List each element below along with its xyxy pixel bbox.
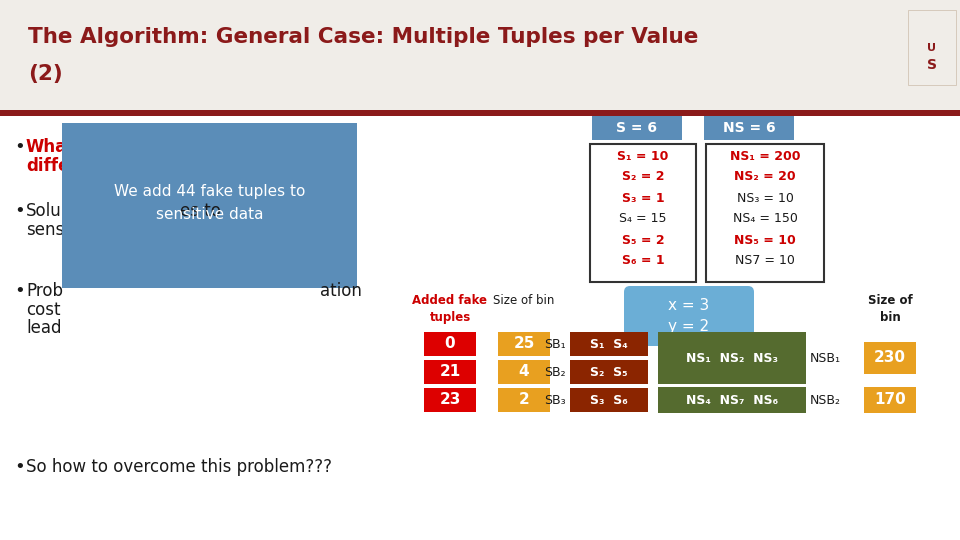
Text: The Algorithm: General Case: Multiple Tuples per Value: The Algorithm: General Case: Multiple Tu…	[28, 27, 698, 47]
Text: cost: cost	[26, 301, 60, 319]
Text: 23: 23	[440, 393, 461, 408]
Text: Added fake
tuples: Added fake tuples	[413, 294, 488, 324]
Text: 0: 0	[444, 336, 455, 352]
Text: NS₁  NS₂  NS₃: NS₁ NS₂ NS₃	[686, 352, 778, 365]
Text: Size of bin: Size of bin	[493, 294, 555, 307]
Text: S₅ = 2: S₅ = 2	[622, 233, 664, 246]
Bar	[0, 116, 960, 540]
Text: S = 6: S = 6	[616, 121, 658, 135]
Text: 230: 230	[874, 350, 906, 366]
Text: SB₂: SB₂	[544, 366, 566, 379]
Text: •: •	[14, 458, 25, 476]
Text: S: S	[927, 58, 937, 72]
Text: S₁  S₄: S₁ S₄	[590, 338, 628, 350]
Text: NSB₂: NSB₂	[810, 394, 841, 407]
Text: 4: 4	[518, 364, 529, 380]
Text: NS = 6: NS = 6	[723, 121, 776, 135]
Text: Size of
bin: Size of bin	[868, 294, 912, 324]
Text: x = 3
y = 2: x = 3 y = 2	[668, 298, 709, 334]
Bar	[570, 360, 648, 384]
Bar	[424, 388, 476, 412]
Text: 21: 21	[440, 364, 461, 380]
Bar	[424, 332, 476, 356]
Text: will happen if all values have a: will happen if all values have a	[72, 138, 333, 156]
Text: NS₁ = 200: NS₁ = 200	[730, 150, 801, 163]
Text: So how to overcome this problem???: So how to overcome this problem???	[26, 458, 332, 476]
FancyBboxPatch shape	[624, 286, 754, 346]
Text: lead: lead	[26, 319, 61, 337]
Text: S₄ = 15: S₄ = 15	[619, 213, 667, 226]
Text: S₂  S₅: S₂ S₅	[590, 366, 628, 379]
Text: NS₄ = 150: NS₄ = 150	[732, 213, 798, 226]
Bar	[498, 360, 550, 384]
Text: S₁ = 10: S₁ = 10	[617, 150, 669, 163]
Text: SB₃: SB₃	[544, 394, 566, 407]
Text: ation: ation	[320, 282, 362, 300]
Text: NS7 = 10: NS7 = 10	[735, 254, 795, 267]
Bar	[658, 332, 806, 384]
Bar	[704, 116, 794, 140]
Text: We add 44 fake tuples to
sensitive data: We add 44 fake tuples to sensitive data	[114, 184, 305, 221]
Text: NS₂ = 20: NS₂ = 20	[734, 171, 796, 184]
Text: NS₃ = 10: NS₃ = 10	[736, 192, 793, 205]
Text: NS₄  NS₇  NS₆: NS₄ NS₇ NS₆	[686, 394, 778, 407]
Text: 25: 25	[514, 336, 535, 352]
Bar	[864, 387, 916, 413]
Text: •: •	[14, 202, 25, 220]
Text: NSB₁: NSB₁	[810, 352, 841, 365]
Text: NS₅ = 10: NS₅ = 10	[734, 233, 796, 246]
Text: •: •	[14, 282, 25, 300]
Text: Prob: Prob	[26, 282, 63, 300]
Text: (2): (2)	[28, 64, 62, 84]
Text: S₂ = 2: S₂ = 2	[622, 171, 664, 184]
Text: sens: sens	[26, 221, 64, 239]
Bar	[908, 10, 956, 85]
Text: U: U	[927, 43, 937, 53]
Bar	[864, 342, 916, 374]
Bar	[706, 144, 824, 282]
Text: 2: 2	[518, 393, 529, 408]
Text: S₃ = 1: S₃ = 1	[622, 192, 664, 205]
Bar	[570, 388, 648, 412]
Bar	[62, 123, 357, 288]
Bar	[590, 144, 696, 282]
Bar	[498, 388, 550, 412]
Bar	[498, 332, 550, 356]
Bar	[0, 0, 960, 110]
Text: 170: 170	[875, 393, 906, 408]
Bar	[0, 110, 960, 116]
Text: •: •	[14, 138, 25, 156]
Bar	[658, 387, 806, 413]
Bar	[424, 360, 476, 384]
Bar	[592, 116, 682, 140]
Text: S₆ = 1: S₆ = 1	[622, 254, 664, 267]
Text: different: different	[26, 157, 108, 175]
Text: What: What	[26, 138, 75, 156]
Text: Solu: Solu	[26, 202, 61, 220]
Text: number of tuples?: number of tuples?	[102, 157, 258, 175]
Text: SB₁: SB₁	[544, 338, 566, 350]
Bar	[570, 332, 648, 356]
Text: es to: es to	[180, 202, 221, 220]
Text: S₃  S₆: S₃ S₆	[590, 394, 628, 407]
